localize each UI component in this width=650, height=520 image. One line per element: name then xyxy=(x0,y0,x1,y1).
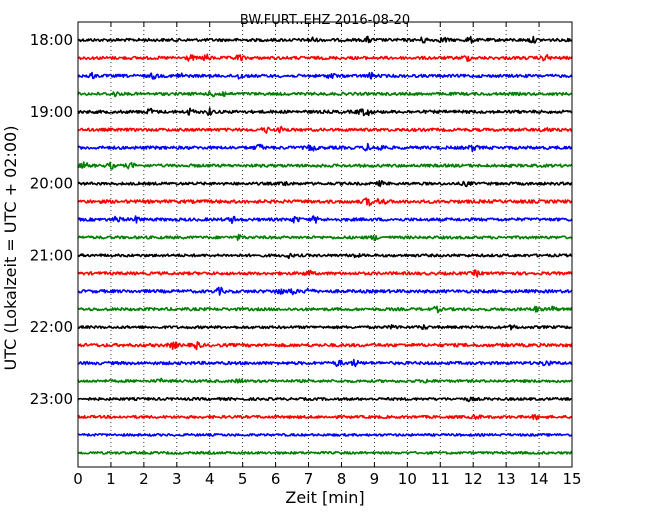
trace-1945 xyxy=(77,161,573,170)
x-tick-label: 12 xyxy=(464,470,483,488)
trace-2300 xyxy=(77,396,573,403)
x-axis-label: Zeit [min] xyxy=(285,488,364,507)
x-tick-label: 13 xyxy=(497,470,516,488)
trace-1845 xyxy=(77,91,573,98)
trace-1900 xyxy=(77,107,573,117)
trace-1800 xyxy=(77,35,573,44)
y-tick-label: 23:00 xyxy=(30,390,73,408)
x-tick-label: 2 xyxy=(139,470,149,488)
x-tick-label: 0 xyxy=(73,470,83,488)
axis-ticks: 0 1 2 3 4 5 6 7 8 9 10 11 12 13 14 1518:0019:0020:0021:… xyxy=(30,22,582,488)
trace-2000 xyxy=(77,179,573,188)
trace-2145 xyxy=(77,305,573,314)
trace-2330 xyxy=(77,432,573,437)
x-tick-label: 3 xyxy=(172,470,182,488)
trace-2200 xyxy=(77,324,573,331)
trace-2315 xyxy=(77,413,573,421)
x-tick-label: 15 xyxy=(562,470,581,488)
y-tick-label: 18:00 xyxy=(30,31,73,49)
trace-2230 xyxy=(77,358,573,368)
chart-title: BW.FURT..EHZ 2016-08-20 xyxy=(240,13,410,28)
y-tick-label: 19:00 xyxy=(30,103,73,121)
trace-1930 xyxy=(77,142,573,153)
x-tick-label: 14 xyxy=(530,470,549,488)
trace-2345 xyxy=(77,450,573,455)
x-tick-label: 5 xyxy=(238,470,248,488)
trace-1815 xyxy=(77,53,573,63)
trace-2030 xyxy=(77,215,573,225)
x-tick-label: 8 xyxy=(337,470,347,488)
trace-group xyxy=(77,35,573,455)
plot-frame xyxy=(77,21,573,468)
trace-2130 xyxy=(77,286,573,296)
trace-2015 xyxy=(77,197,573,207)
y-tick-label: 21:00 xyxy=(30,246,73,264)
x-tick-label: 10 xyxy=(398,470,417,488)
trace-2215 xyxy=(77,341,573,351)
trace-2045 xyxy=(77,233,573,242)
trace-1830 xyxy=(77,71,573,80)
y-tick-label: 22:00 xyxy=(30,318,73,336)
trace-2115 xyxy=(77,269,573,278)
x-tick-label: 11 xyxy=(431,470,450,488)
x-tick-label: 1 xyxy=(106,470,116,488)
x-tick-label: 6 xyxy=(271,470,281,488)
trace-2245 xyxy=(77,377,573,384)
y-axis-label: UTC (Lokalzeit = UTC + 02:00) xyxy=(1,126,20,371)
trace-2100 xyxy=(77,252,573,260)
x-tick-label: 9 xyxy=(370,470,380,488)
x-tick-label: 7 xyxy=(304,470,314,488)
trace-1915 xyxy=(77,125,573,134)
x-tick-label: 4 xyxy=(205,470,215,488)
y-tick-label: 20:00 xyxy=(30,175,73,193)
